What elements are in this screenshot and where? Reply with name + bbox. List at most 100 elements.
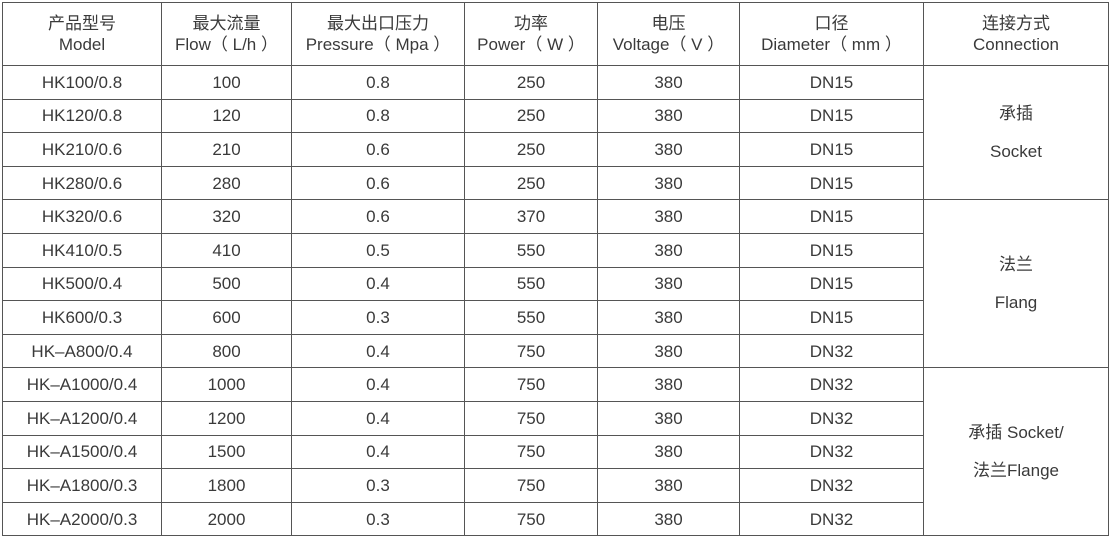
- cell-model: HK280/0.6: [2, 165, 162, 201]
- cell-power: 550: [464, 300, 598, 335]
- cell-diameter: DN32: [739, 468, 924, 503]
- header-cn: 功率: [514, 14, 548, 33]
- header-cn: 最大流量: [192, 14, 261, 33]
- cell-voltage: 380: [597, 132, 740, 167]
- header-en: Pressure（ Mpa ）: [305, 35, 451, 54]
- cell-flow: 800: [161, 333, 292, 369]
- header-en: Voltage（ V ）: [612, 35, 725, 54]
- cell-model: HK600/0.3: [2, 300, 162, 335]
- header-diameter: 口径 Diameter（ mm ）: [739, 2, 924, 66]
- cell-pressure: 0.6: [291, 199, 465, 234]
- header-en: Model: [58, 35, 106, 54]
- cell-connection: 承插 Socket/法兰Flange: [923, 367, 1109, 537]
- cell-connection: 法兰 Flang: [923, 199, 1109, 369]
- cell-power: 250: [464, 98, 598, 134]
- cell-flow: 210: [161, 132, 292, 167]
- cell-pressure: 0.3: [291, 501, 465, 537]
- cell-flow: 120: [161, 98, 292, 134]
- cell-pressure: 0.8: [291, 65, 465, 100]
- table-row: HK500/0.4 500 0.4 550 380 DN15: [2, 266, 1109, 302]
- table-row: HK280/0.6 280 0.6 250 380 DN15: [2, 165, 1109, 201]
- connection-line2: Flang: [994, 292, 1038, 312]
- cell-flow: 280: [161, 165, 292, 201]
- header-voltage: 电压 Voltage（ V ）: [597, 2, 740, 66]
- cell-pressure: 0.4: [291, 367, 465, 402]
- cell-flow: 320: [161, 199, 292, 234]
- table-row: HK120/0.8 120 0.8 250 380 DN15: [2, 98, 1109, 134]
- table-row: HK–A1500/0.4 1500 0.4 750 380 DN32: [2, 434, 1109, 470]
- header-cn: 电压: [651, 14, 686, 33]
- table-row: HK410/0.5 410 0.5 550 380 DN15: [2, 232, 1109, 268]
- cell-model: HK500/0.4: [2, 266, 162, 302]
- cell-power: 750: [464, 400, 598, 436]
- header-cn: 连接方式: [982, 14, 1050, 33]
- cell-diameter: DN15: [739, 266, 924, 302]
- cell-power: 250: [464, 65, 598, 100]
- cell-pressure: 0.4: [291, 400, 465, 436]
- connection-line2: 法兰Flange: [973, 460, 1059, 480]
- connection-line2: Socket: [990, 141, 1042, 161]
- cell-flow: 100: [161, 65, 292, 100]
- cell-power: 750: [464, 367, 598, 402]
- cell-power: 750: [464, 468, 598, 503]
- cell-model: HK100/0.8: [2, 65, 162, 100]
- header-en: Flow（ L/h ）: [175, 35, 278, 54]
- cell-voltage: 380: [597, 333, 740, 369]
- header-pressure: 最大出口压力 Pressure（ Mpa ）: [291, 2, 465, 66]
- cell-voltage: 380: [597, 367, 740, 402]
- cell-power: 550: [464, 266, 598, 302]
- cell-power: 750: [464, 501, 598, 537]
- table-row: HK320/0.6 320 0.6 370 380 DN15 法兰 Flang: [2, 199, 1109, 369]
- cell-model: HK–A1500/0.4: [2, 434, 162, 470]
- cell-model: HK–A1200/0.4: [2, 400, 162, 436]
- table-row: HK210/0.6 210 0.6 250 380 DN15: [2, 132, 1109, 167]
- cell-flow: 2000: [161, 501, 292, 537]
- cell-model: HK–A2000/0.3: [2, 501, 162, 537]
- cell-diameter: DN32: [739, 333, 924, 369]
- cell-pressure: 0.6: [291, 132, 465, 167]
- cell-pressure: 0.3: [291, 468, 465, 503]
- header-en: Diameter（ mm ）: [761, 35, 902, 54]
- table-row: HK–A2000/0.3 2000 0.3 750 380 DN32: [2, 501, 1109, 537]
- cell-diameter: DN15: [739, 65, 924, 100]
- cell-diameter: DN32: [739, 434, 924, 470]
- cell-model: HK410/0.5: [2, 232, 162, 268]
- cell-diameter: DN15: [739, 98, 924, 134]
- cell-pressure: 0.3: [291, 300, 465, 335]
- header-model: 产品型号 Model: [2, 2, 162, 66]
- table-row: HK–A1200/0.4 1200 0.4 750 380 DN32: [2, 400, 1109, 436]
- cell-diameter: DN15: [739, 232, 924, 268]
- header-connection: 连接方式 Connection: [923, 2, 1109, 66]
- cell-voltage: 380: [597, 400, 740, 436]
- cell-pressure: 0.5: [291, 232, 465, 268]
- cell-connection: 承插 Socket: [923, 64, 1109, 201]
- cell-power: 250: [464, 132, 598, 167]
- cell-diameter: DN15: [739, 165, 924, 201]
- cell-diameter: DN32: [739, 501, 924, 537]
- header-cn: 产品型号: [48, 14, 116, 33]
- cell-diameter: DN32: [739, 367, 924, 402]
- cell-voltage: 380: [597, 199, 740, 234]
- cell-diameter: DN32: [739, 400, 924, 436]
- table-row: HK–A1000/0.4 1000 0.4 750 380 DN32 承插 Socket/法…: [2, 367, 1109, 537]
- cell-pressure: 0.6: [291, 165, 465, 201]
- cell-pressure: 0.4: [291, 333, 465, 369]
- connection-line1: 承插 Socket/: [968, 422, 1064, 442]
- header-en: Connection: [972, 35, 1059, 54]
- cell-model: HK210/0.6: [2, 132, 162, 167]
- cell-model: HK120/0.8: [2, 98, 162, 134]
- cell-diameter: DN15: [739, 132, 924, 167]
- cell-pressure: 0.4: [291, 434, 465, 470]
- cell-flow: 1200: [161, 400, 292, 436]
- cell-pressure: 0.4: [291, 266, 465, 302]
- cell-power: 750: [464, 333, 598, 369]
- cell-flow: 1800: [161, 468, 292, 503]
- cell-flow: 1000: [161, 367, 292, 402]
- cell-voltage: 380: [597, 300, 740, 335]
- cell-power: 750: [464, 434, 598, 470]
- cell-power: 250: [464, 165, 598, 201]
- cell-voltage: 380: [597, 165, 740, 201]
- cell-voltage: 380: [597, 266, 740, 302]
- connection-line1: 法兰: [999, 254, 1033, 274]
